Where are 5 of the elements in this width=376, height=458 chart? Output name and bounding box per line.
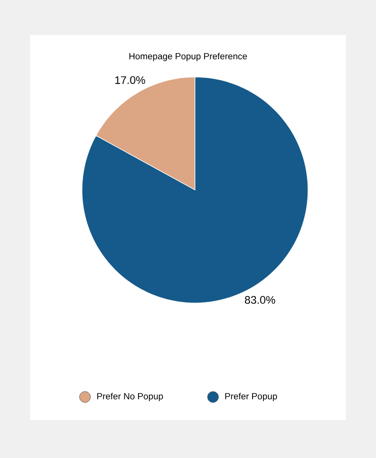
legend-label: Prefer No Popup bbox=[97, 392, 163, 402]
chart-title: Homepage Popup Preference bbox=[129, 52, 247, 62]
data-label: 17.0% bbox=[115, 76, 146, 84]
data-label: 83.0% bbox=[244, 296, 276, 304]
legend-label: Prefer Popup bbox=[225, 392, 277, 402]
